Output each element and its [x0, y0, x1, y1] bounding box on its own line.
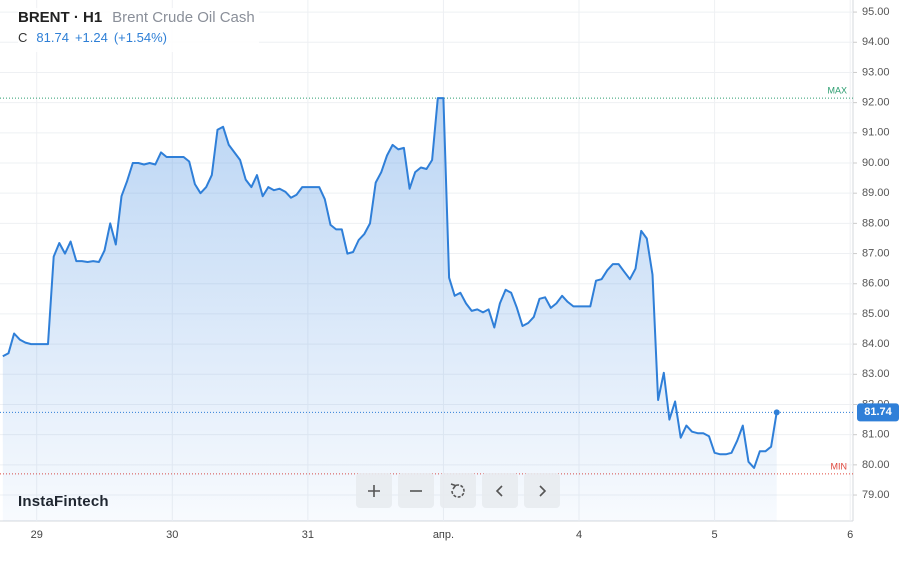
price-tag-label: 81.74	[864, 406, 892, 418]
reset-button[interactable]	[440, 473, 476, 508]
zoom-in-button[interactable]	[356, 473, 392, 508]
change: +1.24	[74, 30, 108, 45]
y-tick-label: 85.00	[862, 308, 890, 320]
y-tick-label: 90.00	[862, 157, 890, 169]
x-tick-label: 30	[166, 529, 178, 541]
y-tick-label: 79.00	[862, 489, 890, 501]
x-tick-label: апр.	[433, 529, 454, 541]
icon	[450, 482, 465, 498]
last-price: 81.74	[36, 30, 69, 45]
icon	[368, 484, 380, 497]
y-tick-label: 94.00	[862, 36, 890, 48]
level-label: MIN	[831, 461, 848, 471]
x-tick-label: 5	[712, 529, 718, 541]
change-percent: (+1.54%)	[113, 30, 167, 45]
y-tick-label: 92.00	[862, 97, 890, 109]
x-tick-label: 29	[31, 529, 43, 541]
y-tick-label: 93.00	[862, 66, 890, 78]
brand: InstaFintech	[18, 493, 109, 510]
icon	[539, 484, 547, 497]
y-tick-label: 80.00	[862, 459, 890, 471]
area	[2, 98, 777, 521]
title-row: BRENT · H1 Brent Crude Oil Cash	[18, 8, 255, 28]
y-tick-label: 88.00	[862, 217, 890, 229]
x-tick-label: 31	[302, 529, 314, 541]
y-tick-label: 95.00	[862, 6, 890, 18]
price-tag	[857, 403, 899, 422]
scroll-right-button[interactable]	[524, 473, 560, 508]
header: BRENT · H1 Brent Crude Oil Cash C 81.74 +1.…	[18, 8, 259, 52]
scroll-left-button[interactable]	[482, 473, 518, 508]
x-tick-label: 6	[847, 529, 853, 541]
level-label: MAX	[827, 85, 847, 95]
toolbar	[356, 473, 560, 508]
symbol: BRENT · H1	[18, 9, 103, 26]
y-tick-label: 87.00	[862, 247, 890, 259]
last-point	[773, 409, 780, 416]
y-tick-label: 91.00	[862, 127, 890, 139]
y-tick-label: 86.00	[862, 278, 890, 290]
instrument-name: Brent Crude Oil Cash	[112, 9, 255, 26]
close-label: C	[18, 30, 28, 45]
x-tick-label: 4	[576, 529, 582, 541]
icon	[495, 484, 503, 497]
y-tick-label: 81.00	[862, 429, 890, 441]
y-tick-label: 89.00	[862, 187, 890, 199]
zoom-out-button[interactable]	[398, 473, 434, 508]
icon	[410, 489, 422, 492]
y-tick-label: 83.00	[862, 368, 890, 380]
quote-row: C 81.74 +1.24 (+1.54%)	[18, 28, 255, 48]
price-line	[2, 97, 778, 469]
y-tick-label: 84.00	[862, 338, 890, 350]
